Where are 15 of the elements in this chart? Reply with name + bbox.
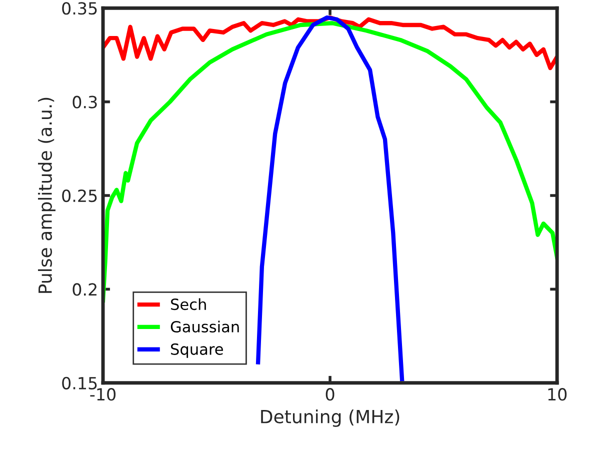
y-tick-label: 0.15 xyxy=(62,376,97,390)
y-tick-label: 0.2 xyxy=(72,283,96,296)
legend-label: Gaussian xyxy=(170,320,239,333)
legend-label: Square xyxy=(171,343,223,358)
y-tick-label: 0.3 xyxy=(72,96,97,108)
x-tick-label: 10 xyxy=(548,388,567,401)
x-tick-label: -10 xyxy=(90,388,116,401)
y-tick-label: 0.35 xyxy=(62,2,97,15)
y-axis-title: Pulse amplitude (a.u.) xyxy=(38,98,56,293)
line-series xyxy=(103,15,558,70)
legend-label: Sech xyxy=(171,298,206,310)
x-axis-title: Detuning (MHz) xyxy=(261,409,400,427)
y-tick-label: 0.25 xyxy=(62,189,97,202)
x-tick-label: 0 xyxy=(326,388,334,401)
line-series xyxy=(256,15,404,382)
